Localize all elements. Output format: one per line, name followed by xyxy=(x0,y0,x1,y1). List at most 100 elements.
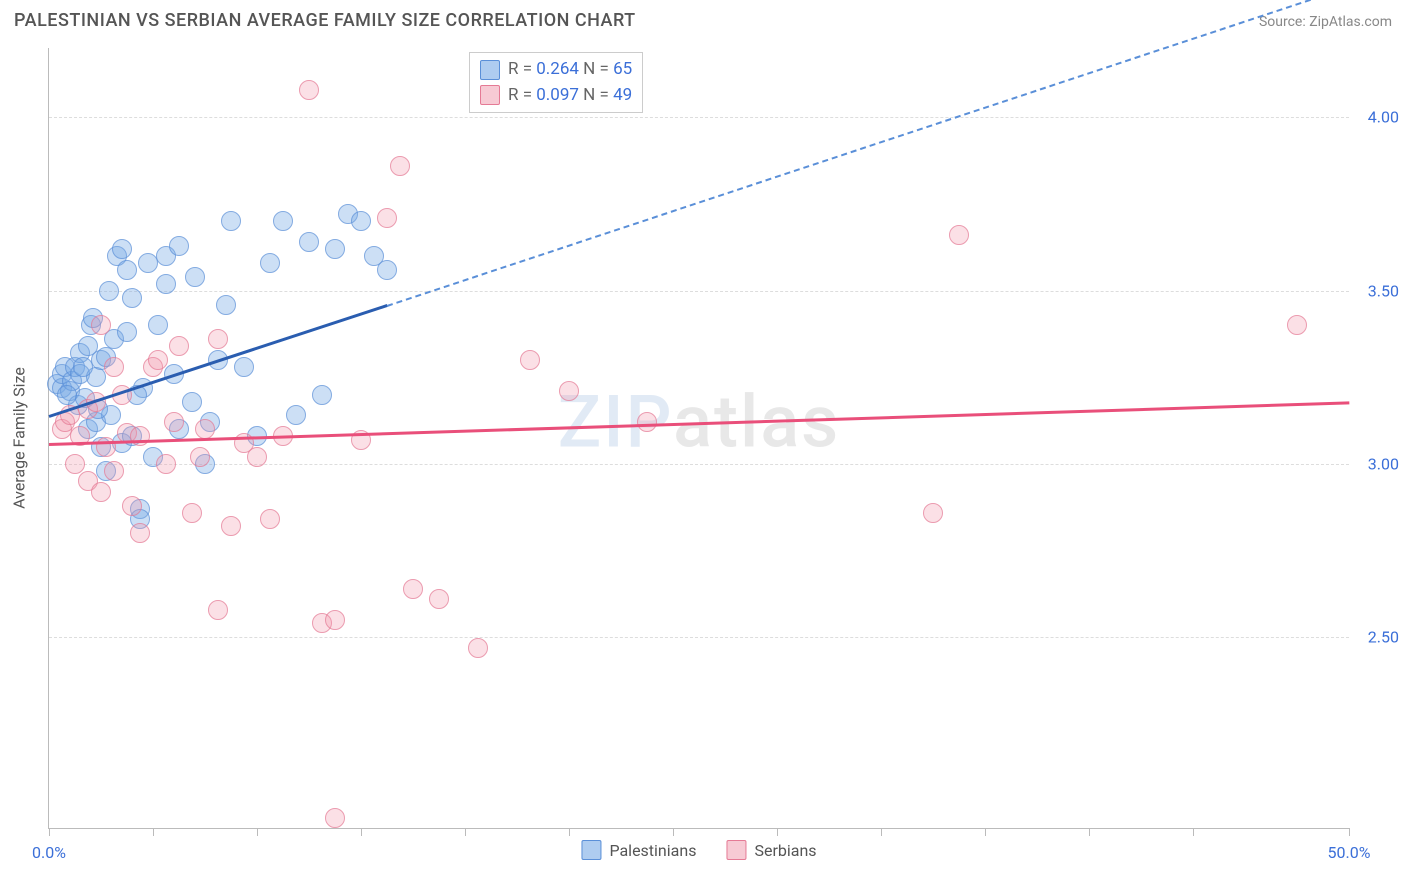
data-point xyxy=(1287,315,1307,335)
data-point xyxy=(65,454,85,474)
data-point xyxy=(949,225,969,245)
data-point xyxy=(637,412,657,432)
data-point xyxy=(57,385,77,405)
x-min-label: 0.0% xyxy=(32,843,66,862)
gridline xyxy=(49,637,1349,638)
x-tick xyxy=(153,828,154,836)
data-point xyxy=(273,211,293,231)
data-point xyxy=(130,523,150,543)
data-point xyxy=(216,295,236,315)
data-point xyxy=(312,385,332,405)
y-tick-label: 3.00 xyxy=(1355,455,1399,474)
x-tick xyxy=(1089,828,1090,836)
legend-item: Serbians xyxy=(726,840,816,860)
data-point xyxy=(169,336,189,356)
data-point xyxy=(104,461,124,481)
data-point xyxy=(247,447,267,467)
trend-line xyxy=(49,402,1349,447)
data-point xyxy=(403,579,423,599)
data-point xyxy=(325,808,345,828)
data-point xyxy=(122,496,142,516)
gridline xyxy=(49,464,1349,465)
x-tick xyxy=(569,828,570,836)
y-tick-label: 4.00 xyxy=(1355,108,1399,127)
x-tick xyxy=(49,828,50,836)
legend-swatch xyxy=(581,840,601,860)
data-point xyxy=(351,211,371,231)
data-point xyxy=(195,419,215,439)
data-point xyxy=(117,322,137,342)
data-point xyxy=(377,208,397,228)
data-point xyxy=(377,260,397,280)
series-legend: Palestinians Serbians xyxy=(581,840,816,860)
data-point xyxy=(390,156,410,176)
data-point xyxy=(299,80,319,100)
data-point xyxy=(182,503,202,523)
data-point xyxy=(234,357,254,377)
data-point xyxy=(99,281,119,301)
x-tick xyxy=(777,828,778,836)
gridline xyxy=(49,117,1349,118)
source-label: Source: ZipAtlas.com xyxy=(1259,14,1392,30)
data-point xyxy=(520,350,540,370)
data-point xyxy=(208,329,228,349)
data-point xyxy=(73,357,93,377)
legend-label: Palestinians xyxy=(609,841,696,860)
data-point xyxy=(325,610,345,630)
data-point xyxy=(221,211,241,231)
data-point xyxy=(138,253,158,273)
legend-swatch xyxy=(726,840,746,860)
data-point xyxy=(91,482,111,502)
data-point xyxy=(190,447,210,467)
data-point xyxy=(299,232,319,252)
y-tick-label: 2.50 xyxy=(1355,628,1399,647)
legend-text: R = 0.264 N = 65 xyxy=(508,57,632,83)
data-point xyxy=(286,405,306,425)
data-point xyxy=(923,503,943,523)
x-tick xyxy=(465,828,466,836)
data-point xyxy=(208,600,228,620)
correlation-legend: R = 0.264 N = 65R = 0.097 N = 49 xyxy=(469,52,643,113)
x-tick xyxy=(1349,828,1350,836)
data-point xyxy=(148,350,168,370)
data-point xyxy=(221,516,241,536)
x-tick xyxy=(881,828,882,836)
data-point xyxy=(112,239,132,259)
data-point xyxy=(122,288,142,308)
title-bar: PALESTINIAN VS SERBIAN AVERAGE FAMILY SI… xyxy=(14,10,1392,31)
data-point xyxy=(185,267,205,287)
plot-area: ZIPatlas Average Family Size R = 0.264 N… xyxy=(48,48,1349,829)
data-point xyxy=(182,392,202,412)
legend-row: R = 0.264 N = 65 xyxy=(480,57,632,83)
data-point xyxy=(96,437,116,457)
x-tick xyxy=(361,828,362,836)
data-point xyxy=(117,260,137,280)
data-point xyxy=(468,638,488,658)
y-tick-label: 3.50 xyxy=(1355,281,1399,300)
x-max-label: 50.0% xyxy=(1328,843,1371,862)
data-point xyxy=(260,253,280,273)
data-point xyxy=(91,315,111,335)
data-point xyxy=(429,589,449,609)
chart-title: PALESTINIAN VS SERBIAN AVERAGE FAMILY SI… xyxy=(14,10,636,31)
x-tick xyxy=(257,828,258,836)
data-point xyxy=(156,454,176,474)
data-point xyxy=(260,509,280,529)
legend-swatch xyxy=(480,60,500,80)
data-point xyxy=(164,412,184,432)
trend-line xyxy=(387,0,1350,306)
data-point xyxy=(156,274,176,294)
data-point xyxy=(148,315,168,335)
data-point xyxy=(169,236,189,256)
x-tick xyxy=(1193,828,1194,836)
gridline xyxy=(49,291,1349,292)
legend-text: R = 0.097 N = 49 xyxy=(508,83,632,109)
legend-item: Palestinians xyxy=(581,840,696,860)
legend-swatch xyxy=(480,85,500,105)
x-tick xyxy=(985,828,986,836)
x-tick xyxy=(673,828,674,836)
legend-row: R = 0.097 N = 49 xyxy=(480,83,632,109)
data-point xyxy=(104,357,124,377)
chart-container: PALESTINIAN VS SERBIAN AVERAGE FAMILY SI… xyxy=(0,0,1406,892)
y-axis-label: Average Family Size xyxy=(10,367,29,509)
